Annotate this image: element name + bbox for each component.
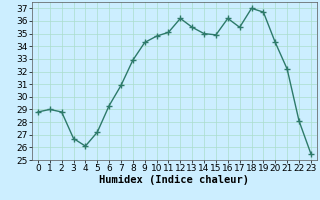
X-axis label: Humidex (Indice chaleur): Humidex (Indice chaleur)	[100, 175, 249, 185]
